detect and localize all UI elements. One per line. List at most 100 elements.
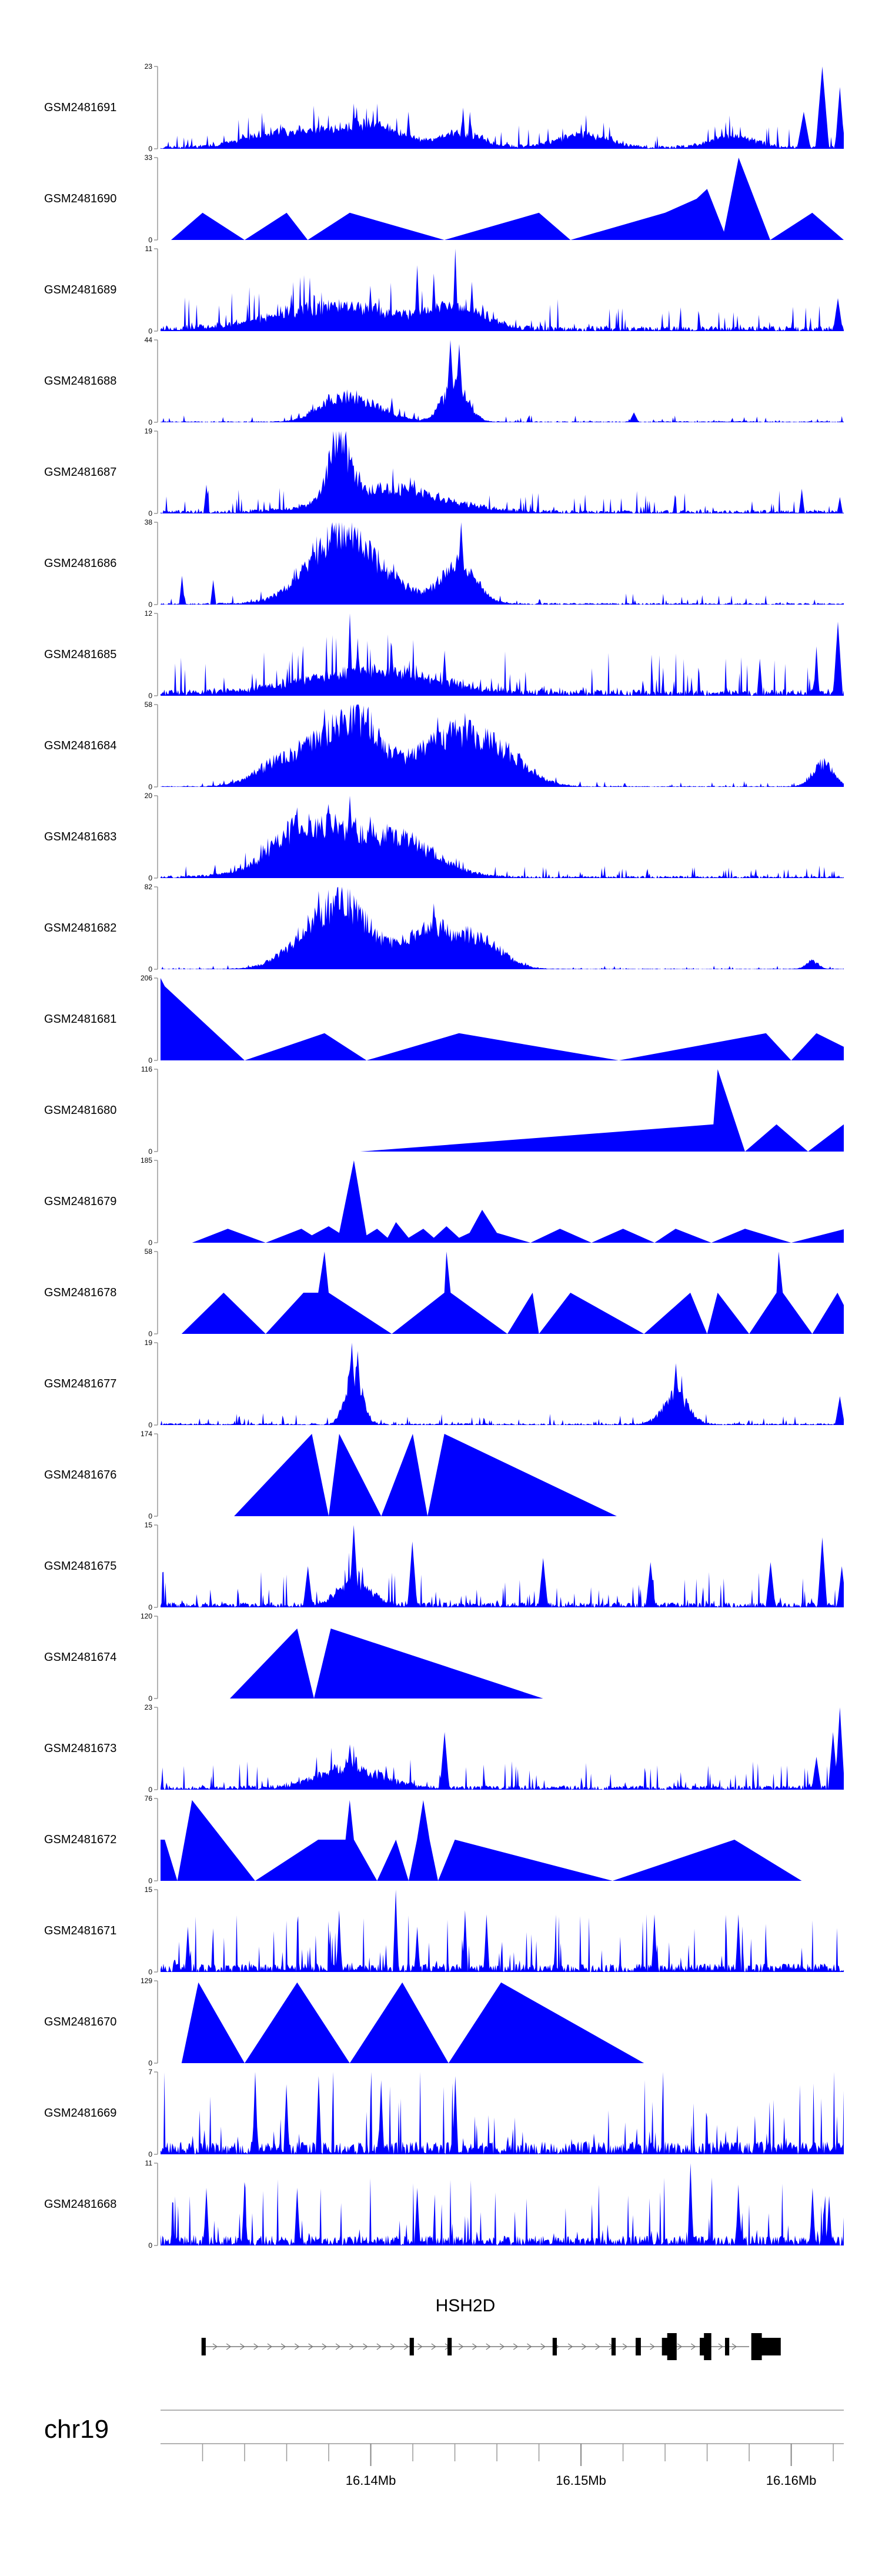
coverage-area [161,705,844,787]
coverage-area [161,340,844,422]
y-min-label: 0 [148,418,152,426]
y-min-label: 0 [148,1603,152,1611]
track-label: GSM2481680 [44,1104,116,1117]
coverage-area [161,431,844,513]
y-max-label: 82 [145,883,153,891]
strand-arrow [690,2343,696,2350]
coverage-area [161,1707,844,1790]
track-label: GSM2481689 [44,283,116,296]
track-GSM2481687: GSM2481687 19 0 [44,427,844,518]
coverage-area [161,796,844,878]
strand-arrow [527,2343,532,2350]
track-label: GSM2481690 [44,192,116,205]
y-min-label: 0 [148,600,152,609]
coverage-area [161,1343,844,1425]
major-tick-label: 16.14Mb [346,2473,396,2488]
y-max-label: 206 [141,974,152,982]
strand-arrow [212,2343,218,2350]
coverage-area [161,522,844,605]
y-max-label: 174 [141,1430,152,1438]
track-GSM2481685: GSM2481685 12 0 [44,609,844,700]
y-max-label: 58 [145,1247,153,1256]
track-label: GSM2481676 [44,1469,116,1481]
strand-arrow [376,2343,382,2350]
coverage-area [161,2163,844,2245]
strand-arrow [622,2343,628,2350]
track-GSM2481682: GSM2481682 82 0 [44,883,844,973]
track-GSM2481681: GSM2481681 206 0 [44,974,844,1065]
y-max-label: 76 [145,1794,153,1803]
y-min-label: 0 [148,1877,152,1885]
track-GSM2481669: GSM2481669 7 0 [44,2068,844,2158]
strand-arrow [267,2343,273,2350]
strand-arrow [718,2343,723,2350]
strand-arrow [458,2343,464,2350]
y-max-label: 129 [141,1977,152,1985]
track-GSM2481676: GSM2481676 174 0 [44,1430,617,1520]
track-GSM2481677: GSM2481677 19 0 [44,1339,844,1429]
strand-arrow [226,2343,232,2350]
track-GSM2481674: GSM2481674 120 0 [44,1612,543,1703]
coverage-area [181,1982,644,2063]
y-max-label: 20 [145,792,153,800]
y-max-label: 11 [145,2159,153,2167]
track-label: GSM2481688 [44,375,116,388]
y-max-label: 11 [145,245,153,253]
gene-name-label: HSH2D [436,2296,496,2315]
y-min-label: 0 [148,874,152,882]
track-label: GSM2481668 [44,2198,116,2211]
track-label: GSM2481682 [44,922,116,935]
y-min-label: 0 [148,783,152,791]
track-GSM2481690: GSM2481690 33 0 [44,154,844,244]
track-label: GSM2481671 [44,1924,116,1937]
major-tick-label: 16.16Mb [766,2473,817,2488]
y-max-label: 19 [145,427,153,435]
track-label: GSM2481681 [44,1013,116,1026]
y-min-label: 0 [148,1147,152,1156]
y-min-label: 0 [148,2241,152,2250]
y-max-label: 44 [145,336,153,344]
y-max-label: 58 [145,700,153,709]
y-max-label: 7 [148,2068,152,2076]
track-label: GSM2481677 [44,1377,116,1390]
exon-block [447,2338,452,2355]
coverage-area [161,1800,802,1881]
y-min-label: 0 [148,1056,152,1065]
y-max-label: 38 [145,518,153,526]
track-GSM2481689: GSM2481689 11 0 [44,245,844,335]
strand-arrow [403,2343,409,2350]
y-min-label: 0 [148,1786,152,1794]
track-label: GSM2481691 [44,101,116,114]
track-label: GSM2481684 [44,739,116,752]
exon-block [611,2338,616,2355]
coverage-area [161,887,844,969]
strand-arrow [363,2343,368,2350]
y-min-label: 0 [148,509,152,518]
track-GSM2481680: GSM2481680 116 0 [44,1065,844,1156]
track-label: GSM2481678 [44,1286,116,1299]
y-max-label: 120 [141,1612,152,1620]
exon-block [201,2338,206,2355]
strand-arrow [253,2343,259,2350]
chromosome-axis: chr19 16.14Mb 16.15Mb 16.16Mb [44,2410,844,2488]
track-GSM2481678: GSM2481678 58 0 [44,1247,844,1338]
major-tick-label: 16.15Mb [556,2473,606,2488]
exon-block [409,2338,414,2355]
coverage-area [360,1069,844,1152]
strand-arrow [513,2343,519,2350]
y-min-label: 0 [148,1968,152,1976]
track-label: GSM2481673 [44,1742,116,1755]
y-min-label: 0 [148,2150,152,2158]
y-max-label: 23 [145,1703,153,1711]
track-GSM2481686: GSM2481686 38 0 [44,518,844,609]
chromosome-label: chr19 [44,2415,109,2444]
strand-arrow [650,2343,655,2350]
strand-arrow [240,2343,245,2350]
track-label: GSM2481679 [44,1195,116,1208]
strand-arrow [499,2343,505,2350]
coverage-area [161,66,844,149]
coverage-area [161,613,844,696]
y-max-label: 23 [145,62,153,71]
track-GSM2481688: GSM2481688 44 0 [44,336,844,426]
strand-arrow [390,2343,396,2350]
